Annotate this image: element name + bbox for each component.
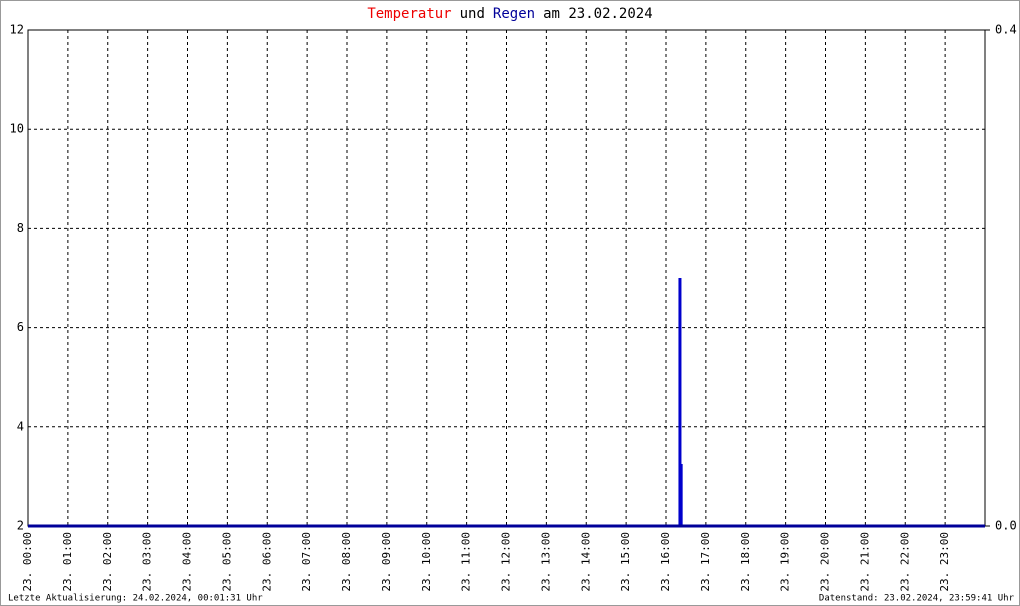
- y-tick-label: 4: [17, 419, 24, 433]
- x-tick-label: 23. 20:00: [819, 532, 832, 592]
- x-tick-label: 23. 04:00: [181, 532, 194, 592]
- x-tick-label: 23. 13:00: [539, 532, 552, 592]
- x-tick-label: 23. 12:00: [500, 532, 513, 592]
- x-tick-label: 23. 08:00: [340, 532, 353, 592]
- x-tick-label: 23. 00:00: [21, 532, 34, 592]
- x-tick-label: 23. 09:00: [380, 532, 393, 592]
- y2-tick-label: 0.4: [995, 23, 1017, 37]
- x-tick-label: 23. 16:00: [659, 532, 672, 592]
- x-tick-label: 23. 21:00: [858, 532, 871, 592]
- x-tick-label: 23. 18:00: [739, 532, 752, 592]
- footer-right: Datenstand: 23.02.2024, 23:59:41 Uhr: [819, 594, 1015, 604]
- y-tick-label: 8: [17, 221, 24, 235]
- x-tick-label: 23. 15:00: [619, 532, 632, 592]
- x-tick-label: 23. 03:00: [141, 532, 154, 592]
- x-tick-label: 23. 10:00: [420, 532, 433, 592]
- x-tick-label: 23. 19:00: [779, 532, 792, 592]
- x-tick-label: 23. 05:00: [220, 532, 233, 592]
- chart-title: Temperatur und Regen am 23.02.2024: [367, 6, 652, 22]
- x-tick-label: 23. 17:00: [699, 532, 712, 592]
- x-tick-label: 23. 06:00: [260, 532, 273, 592]
- y-tick-label: 10: [10, 122, 24, 136]
- x-tick-label: 23. 01:00: [61, 532, 74, 592]
- title-part: Temperatur: [367, 6, 451, 22]
- y-tick-label: 6: [17, 320, 24, 334]
- y2-tick-label: 0.0: [995, 519, 1017, 533]
- x-tick-label: 23. 11:00: [460, 532, 473, 592]
- x-tick-label: 23. 22:00: [898, 532, 911, 592]
- rain-bar: [678, 278, 682, 526]
- y-tick-label: 12: [10, 23, 24, 37]
- x-tick-label: 23. 02:00: [101, 532, 114, 592]
- title-part: und: [460, 6, 485, 22]
- x-tick-label: 23. 23:00: [938, 532, 951, 592]
- y-tick-label: 2: [17, 519, 24, 533]
- title-part: Regen: [493, 6, 535, 22]
- x-tick-label: 23. 07:00: [300, 532, 313, 592]
- footer-left: Letzte Aktualisierung: 24.02.2024, 00:01…: [8, 594, 263, 604]
- rain-bar: [679, 464, 683, 526]
- x-tick-label: 23. 14:00: [579, 532, 592, 592]
- title-part: am 23.02.2024: [543, 6, 653, 22]
